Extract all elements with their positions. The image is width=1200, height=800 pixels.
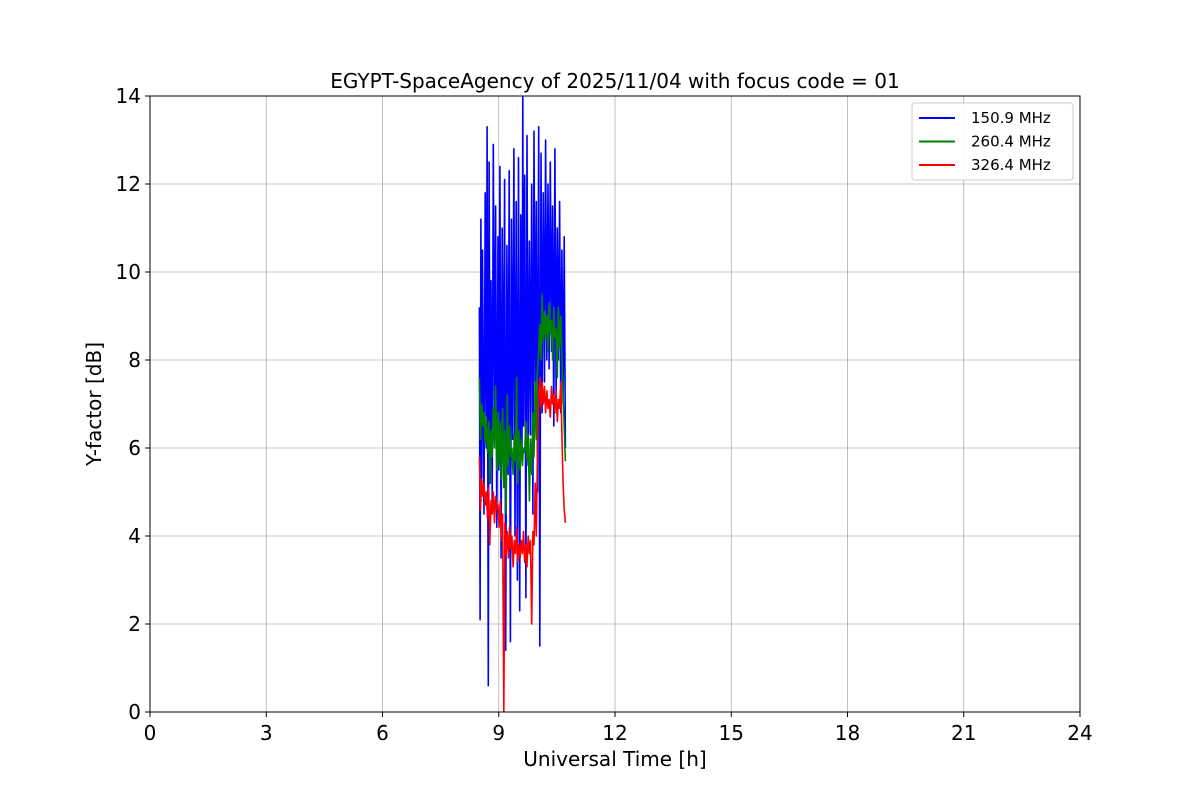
x-axis-label: Universal Time [h] bbox=[523, 747, 706, 771]
x-tick-label: 9 bbox=[492, 721, 505, 745]
y-tick-label: 14 bbox=[116, 84, 141, 108]
y-tick-label: 4 bbox=[128, 524, 141, 548]
y-tick-label: 6 bbox=[128, 436, 141, 460]
series-line-260-4-mhz bbox=[478, 293, 567, 515]
y-tick-label: 10 bbox=[116, 260, 141, 284]
plot-area bbox=[478, 96, 567, 712]
y-tick-label: 8 bbox=[128, 348, 141, 372]
y-tick-label: 0 bbox=[128, 700, 141, 724]
x-axis: 0 3 6 9 12 15 18 21 24 bbox=[144, 712, 1093, 745]
legend: 150.9 MHz 260.4 MHz 326.4 MHz bbox=[911, 102, 1074, 181]
legend-box bbox=[911, 102, 1074, 181]
x-tick-label: 18 bbox=[835, 721, 860, 745]
x-tick-label: 21 bbox=[951, 721, 976, 745]
y-axis: 0 2 4 6 8 10 12 14 bbox=[116, 84, 150, 724]
x-tick-label: 6 bbox=[376, 721, 389, 745]
y-tick-label: 2 bbox=[128, 612, 141, 636]
legend-entry-label: 150.9 MHz bbox=[971, 109, 1051, 127]
x-tick-label: 24 bbox=[1067, 721, 1092, 745]
x-tick-label: 0 bbox=[144, 721, 157, 745]
series-line-326-4-mhz bbox=[478, 376, 567, 712]
chart-title: EGYPT-SpaceAgency of 2025/11/04 with foc… bbox=[330, 69, 899, 93]
series-line-150-9-mhz bbox=[478, 96, 567, 687]
x-tick-label: 12 bbox=[602, 721, 627, 745]
legend-entry-label: 326.4 MHz bbox=[971, 156, 1051, 174]
legend-entry-label: 260.4 MHz bbox=[971, 133, 1051, 151]
y-tick-label: 12 bbox=[116, 172, 141, 196]
x-tick-label: 3 bbox=[260, 721, 273, 745]
x-tick-label: 15 bbox=[719, 721, 744, 745]
y-axis-label: Y-factor [dB] bbox=[82, 342, 106, 467]
series-group bbox=[478, 96, 567, 712]
